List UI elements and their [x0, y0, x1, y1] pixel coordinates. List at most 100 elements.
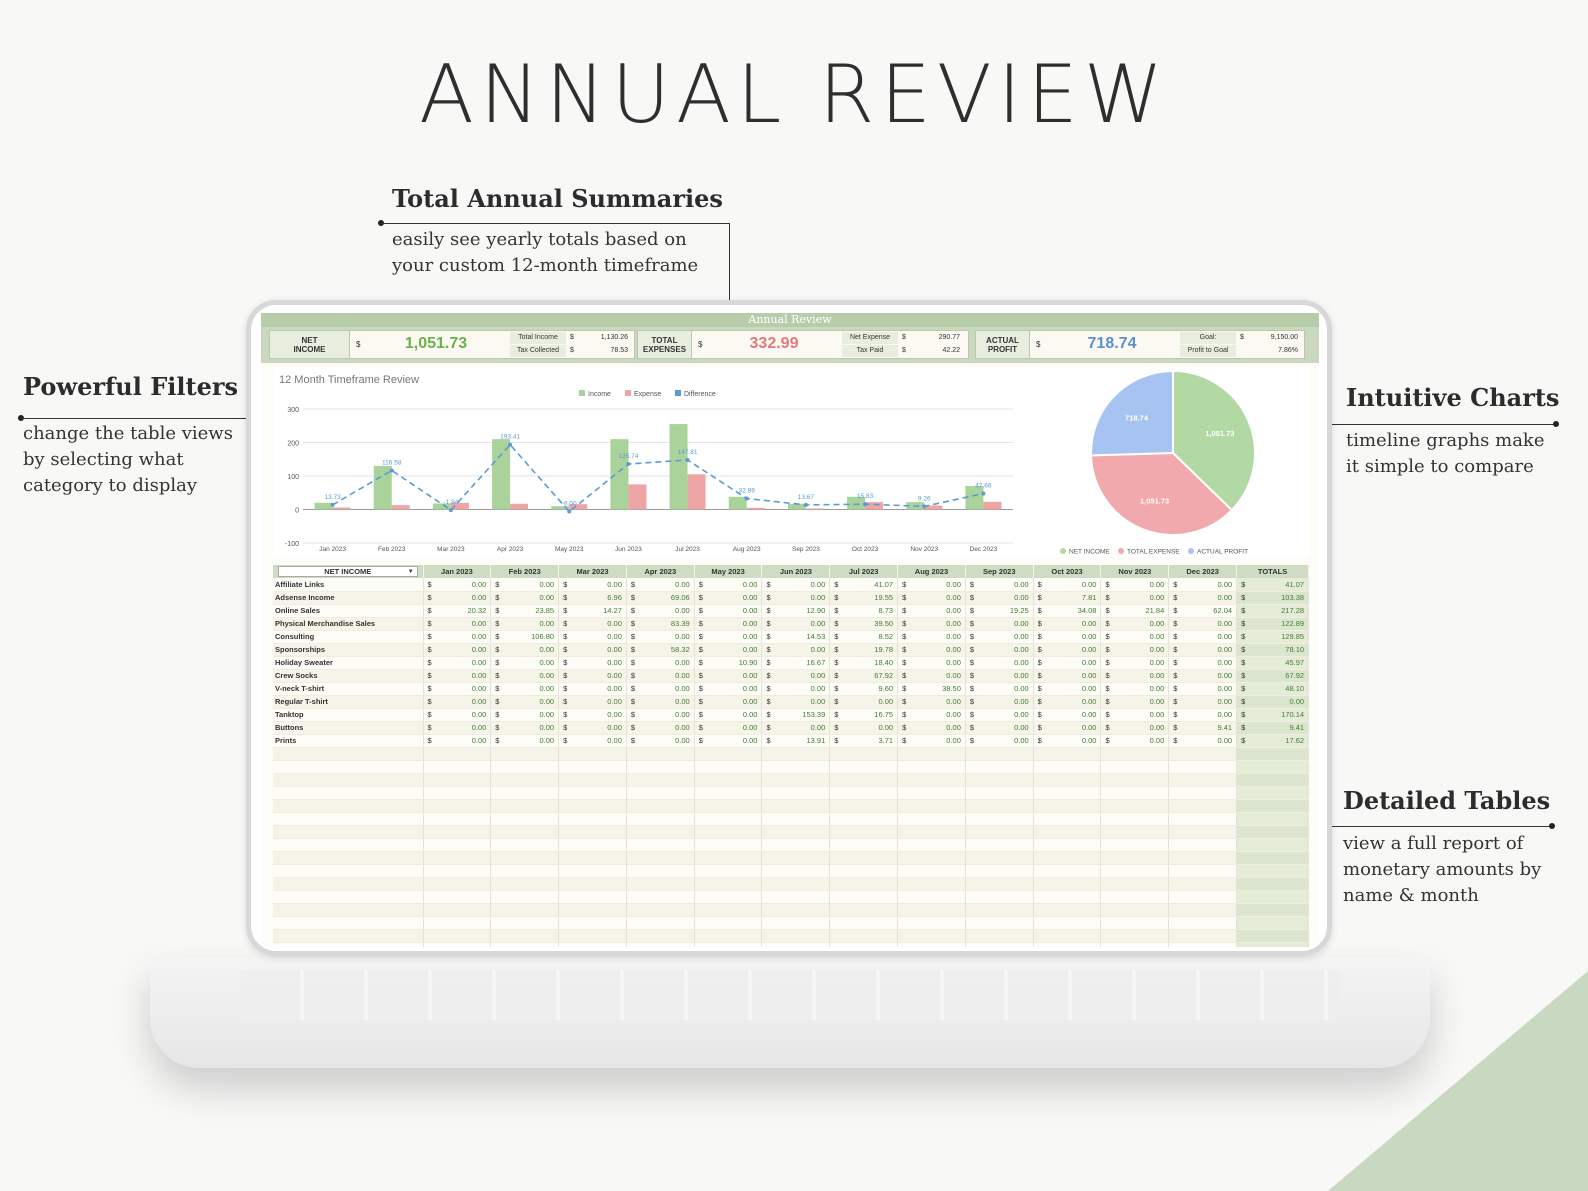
table-cell: $0.00: [423, 656, 492, 670]
empty-row: [273, 747, 1309, 761]
table-row: Sponsorships $0.00 $0.00 $0.00 $58.32 $0.00 $0…: [273, 643, 1309, 657]
table-header-row: NET INCOME ▼ Jan 2023 Feb 2023 Mar 2023 Apr …: [273, 565, 1309, 578]
table-cell: $0.00: [1168, 682, 1238, 696]
table-cell: $21.84: [1100, 604, 1170, 618]
row-name: V-neck T-shirt: [273, 682, 424, 696]
table-cell: $0.00: [626, 630, 695, 644]
empty-row: [273, 786, 1309, 800]
y-tick-label: -100: [285, 541, 299, 548]
table-cell: $0.00: [897, 734, 966, 748]
table-cell: $0.00: [694, 643, 763, 657]
table-cell: $41.07: [829, 578, 899, 592]
table-cell: $0.00: [558, 695, 627, 709]
table-cell: $0.00: [829, 721, 899, 735]
callout-summaries: Total Annual Summaries easily see yearly…: [392, 184, 723, 279]
table-cell: $0.00: [1100, 708, 1170, 722]
income-bar: [787, 503, 806, 510]
chevron-down-icon: ▼: [407, 569, 414, 575]
table-cell: $0.00: [1100, 578, 1170, 592]
detail-table: NET INCOME ▼ Jan 2023 Feb 2023 Mar 2023 Apr …: [273, 565, 1309, 947]
income-bar: [965, 486, 984, 510]
net-income-summary: NET INCOME $ 1,051.73 Total Income $1,130.…: [269, 330, 635, 359]
row-total: $67.92: [1236, 669, 1309, 683]
month-header: Jan 2023: [423, 565, 492, 578]
month-header: Aug 2023: [897, 565, 966, 578]
table-cell: $0.00: [558, 617, 627, 631]
table-cell: $0.00: [694, 708, 763, 722]
expense-bar: [391, 505, 410, 510]
table-cell: $0.00: [490, 669, 560, 683]
difference-line: [332, 443, 984, 513]
table-row: V-neck T-shirt $0.00 $0.00 $0.00 $0.00 $0.00 $…: [273, 682, 1309, 696]
expense-bar: [569, 504, 588, 510]
timeframe-chart: 12 Month Timeframe Review Income Expense Di…: [279, 374, 1013, 553]
table-cell: $39.50: [829, 617, 899, 631]
table-cell: $0.00: [965, 643, 1034, 657]
pie-slice: [1090, 451, 1234, 536]
empty-row: [273, 929, 1309, 943]
table-cell: $0.00: [1033, 721, 1102, 735]
table-cell: $0.00: [490, 578, 560, 592]
income-bar: [610, 439, 629, 510]
x-tick-label: Jan 2023: [319, 546, 346, 553]
row-total: $122.89: [1236, 617, 1309, 631]
table-cell: $0.00: [897, 708, 966, 722]
table-row: Physical Merchandise Sales $0.00 $0.00 $0.0…: [273, 617, 1309, 631]
table-cell: $0.00: [423, 721, 492, 735]
table-cell: $0.00: [897, 630, 966, 644]
callout-charts-line-1: timeline graphs make: [1346, 430, 1545, 451]
row-name: Affiliate Links: [273, 578, 424, 592]
category-filter-dropdown[interactable]: NET INCOME ▼: [277, 566, 418, 577]
table-cell: $0.00: [965, 708, 1034, 722]
x-tick-label: Aug 2023: [733, 546, 761, 553]
table-cell: $0.00: [1168, 617, 1238, 631]
table-cell: $0.00: [694, 630, 763, 644]
row-name: Sponsorships: [273, 643, 424, 657]
x-tick-label: Nov 2023: [910, 546, 938, 553]
table-cell: $0.00: [558, 643, 627, 657]
table-cell: $0.00: [490, 617, 560, 631]
spreadsheet-view: Annual Review NET INCOME $ 1,051.73 Total…: [261, 313, 1319, 947]
table-cell: $0.00: [626, 708, 695, 722]
month-header: Jun 2023: [761, 565, 831, 578]
table-cell: $0.00: [423, 734, 492, 748]
table-cell: $10.90: [694, 656, 763, 670]
callout-charts-line-2: it simple to compare: [1346, 456, 1534, 477]
detail-table-wrapper: NET INCOME ▼ Jan 2023 Feb 2023 Mar 2023 Apr …: [273, 565, 1309, 947]
net-income-value: 1,051.73: [404, 335, 468, 352]
row-total: $45.97: [1236, 656, 1309, 670]
table-cell: $0.00: [1100, 643, 1170, 657]
row-total: $78.10: [1236, 643, 1309, 657]
summary-bar: NET INCOME $ 1,051.73 Total Income $1,130.…: [261, 327, 1319, 363]
actual-profit-summary: ACTUAL PROFIT $ 718.74 Goal: $9,150.00 Pro…: [975, 330, 1305, 359]
table-cell: $0.00: [965, 578, 1034, 592]
table-cell: $0.00: [490, 643, 560, 657]
income-bar: [492, 439, 511, 510]
callout-filters-line-1: change the table views: [23, 423, 233, 444]
month-header: May 2023: [694, 565, 763, 578]
table-cell: $0.00: [897, 695, 966, 709]
callout-filters-line-3: category to display: [23, 475, 198, 496]
table-cell: $62.04: [1168, 604, 1238, 618]
table-cell: $19.25: [965, 604, 1034, 618]
callout-connector: [1285, 424, 1557, 425]
y-tick-label: 100: [287, 474, 299, 481]
table-cell: $0.00: [423, 578, 492, 592]
table-cell: $0.00: [965, 682, 1034, 696]
table-cell: $0.00: [1168, 708, 1238, 722]
difference-point: [508, 442, 513, 447]
table-cell: $0.00: [1168, 630, 1238, 644]
table-row: Online Sales $20.32 $23.85 $14.27 $0.00 $0.00…: [273, 604, 1309, 618]
difference-point: [626, 462, 631, 467]
sheet-title: Annual Review: [261, 313, 1319, 327]
expense-bar: [510, 503, 529, 510]
empty-row: [273, 760, 1309, 774]
row-name: Online Sales: [273, 604, 424, 618]
table-row: Holiday Sweater $0.00 $0.00 $0.00 $0.00 $10.9…: [273, 656, 1309, 670]
difference-point: [448, 508, 453, 513]
table-cell: $0.00: [761, 682, 831, 696]
table-cell: $0.00: [1168, 734, 1238, 748]
callout-filters: Powerful Filters change the table views …: [23, 372, 238, 499]
table-cell: $0.00: [897, 669, 966, 683]
difference-data-label: 147.81: [678, 449, 698, 456]
